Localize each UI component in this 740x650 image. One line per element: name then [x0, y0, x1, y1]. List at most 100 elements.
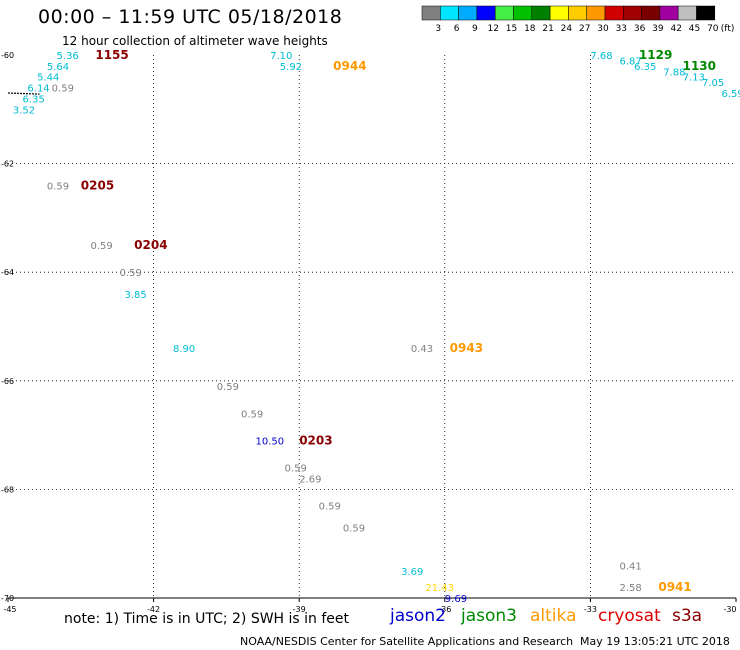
colorbar-swatch — [659, 5, 679, 21]
colorbar-swatch — [421, 5, 441, 21]
wave-height-labels: 5.365.645.446.14 0.596.353.527.105.920.59… — [13, 48, 740, 605]
wave-height-label: 5.64 — [47, 62, 69, 73]
wave-height-label: 2.69 — [299, 475, 321, 486]
wave-height-label: 0.59 — [217, 382, 239, 393]
colorbar-swatch — [531, 5, 551, 21]
axis-ticks: -45 -42 -39 -36 -33 -30 -60 -62 -64 -66 -68 -70 — [1, 51, 737, 614]
wave-height-label: 0.59 — [52, 84, 74, 95]
colorbar-label: 12 — [487, 24, 498, 34]
pass-time-label: 1155 — [95, 48, 128, 62]
colorbar-swatch — [440, 5, 459, 21]
colorbar-label: 6 — [454, 24, 460, 34]
colorbar-label: 21 — [542, 24, 553, 34]
satellite-track — [7, 92, 40, 95]
wave-height-label: 9.69 — [445, 594, 467, 605]
wave-height-label: 5.36 — [57, 51, 79, 62]
y-tick-label: -68 — [1, 485, 14, 494]
footer-note: note: 1) Time is in UTC; 2) SWH is in fe… — [64, 611, 350, 627]
colorbar-label: 18 — [524, 24, 536, 34]
legend-jason3: jason3 — [461, 606, 517, 626]
colorbar-label: 36 — [634, 24, 646, 34]
wave-height-label: 6.35 — [23, 94, 45, 105]
wave-height-label: 0.59 — [241, 409, 263, 420]
pass-time-label: 0204 — [134, 238, 167, 252]
wave-height-label: 3.69 — [401, 567, 423, 578]
colorbar-label: 30 — [597, 24, 609, 34]
colorbar-label: 24 — [561, 24, 573, 34]
y-tick-label: -66 — [1, 377, 14, 386]
wave-height-label: 6.35 — [634, 62, 656, 73]
wave-height-label: 6.59 — [721, 89, 740, 100]
pass-time-label: 1130 — [683, 59, 716, 73]
wave-height-label: 0.59 — [91, 241, 113, 252]
wave-height-label: 0.59 — [285, 464, 307, 475]
wave-height-label: 8.90 — [173, 344, 195, 355]
wave-height-label: 7.05 — [702, 78, 724, 89]
pass-time-label: 0941 — [658, 580, 691, 594]
wave-height-label: 6.14 — [27, 84, 49, 95]
x-tick-label: -36 — [438, 605, 451, 614]
legend-cryosat: cryosat — [598, 606, 661, 626]
colorbar-label: 15 — [506, 24, 517, 34]
colorbar-unit: (ft) — [721, 24, 735, 34]
colorbar-swatch — [458, 5, 478, 21]
colorbar-swatch — [513, 5, 533, 21]
x-tick-label: -42 — [147, 605, 160, 614]
pass-time-label: 1129 — [639, 48, 672, 62]
pass-time-label: 0944 — [333, 59, 366, 73]
wave-height-label: 0.59 — [343, 523, 365, 534]
wave-height-label: 7.10 — [270, 51, 292, 62]
wave-height-label: 5.92 — [280, 62, 302, 73]
colorbar: 3 6 9 12 15 18 21 24 27 30 33 36 39 42 45 70 (ft) — [421, 5, 735, 34]
wave-height-label: 10.50 — [256, 437, 285, 448]
chart-subtitle: 12 hour collection of altimeter wave hei… — [62, 34, 328, 48]
colorbar-swatch — [677, 5, 697, 21]
wave-height-label: 21.43 — [425, 583, 454, 594]
colorbar-swatch — [696, 5, 716, 21]
wave-height-label: 0.59 — [319, 502, 341, 513]
colorbar-swatch — [623, 5, 642, 21]
wave-height-label: 7.88 — [663, 67, 685, 78]
wave-height-label: 7.68 — [590, 51, 612, 62]
grid-lines — [8, 55, 736, 598]
colorbar-label: 9 — [472, 24, 478, 34]
wave-height-label: 0.41 — [620, 561, 642, 572]
colorbar-label: 27 — [579, 24, 590, 34]
x-tick-label: -30 — [723, 605, 736, 614]
pass-time-label: 0203 — [299, 434, 332, 448]
colorbar-label: 45 — [689, 24, 700, 34]
wave-height-label: 3.52 — [13, 105, 35, 116]
colorbar-label: 33 — [616, 24, 627, 34]
wave-height-label: 7.13 — [683, 73, 705, 84]
colorbar-label: 70 — [707, 24, 719, 34]
wave-height-label: 5.44 — [37, 73, 59, 84]
legend-jason2: jason2 — [390, 606, 446, 626]
colorbar-swatch — [494, 5, 514, 21]
y-tick-label: -60 — [1, 51, 14, 60]
x-tick-label: -39 — [293, 605, 306, 614]
colorbar-swatch — [549, 5, 569, 21]
credit-line: NOAA/NESDIS Center for Satellite Applica… — [240, 635, 574, 648]
legend-s3a: s3a — [672, 606, 703, 626]
chart-title: 00:00 – 11:59 UTC 05/18/2018 — [38, 6, 343, 28]
y-tick-label: -64 — [1, 268, 14, 277]
x-tick-label: -33 — [584, 605, 597, 614]
colorbar-label: 3 — [435, 24, 441, 34]
wave-height-label: 0.59 — [120, 268, 142, 279]
colorbar-swatch — [604, 5, 624, 21]
x-tick-label: -45 — [3, 605, 16, 614]
wave-height-label: 0.43 — [411, 344, 433, 355]
colorbar-label: 39 — [652, 24, 664, 34]
legend-altika: altika — [530, 606, 577, 626]
timestamp: May 19 13:05:21 UTC 2018 — [580, 635, 730, 648]
wave-height-label: 0.59 — [47, 181, 69, 192]
colorbar-swatch — [586, 5, 606, 21]
colorbar-swatch — [641, 5, 661, 21]
y-tick-label: -62 — [1, 160, 14, 169]
colorbar-swatch — [476, 5, 496, 21]
colorbar-label: 42 — [670, 24, 681, 34]
y-tick-label: -70 — [1, 594, 14, 603]
wave-height-label: 2.58 — [620, 583, 642, 594]
wave-height-label: 6.87 — [620, 56, 642, 67]
